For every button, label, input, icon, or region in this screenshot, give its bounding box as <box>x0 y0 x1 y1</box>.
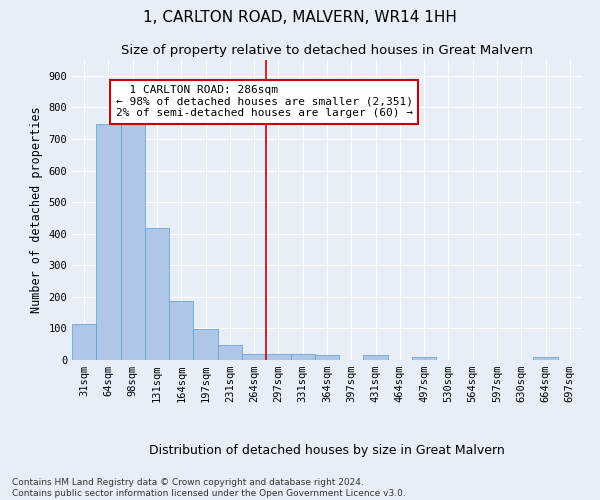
Bar <box>290 354 315 360</box>
Bar <box>266 354 290 360</box>
Text: Contains HM Land Registry data © Crown copyright and database right 2024.
Contai: Contains HM Land Registry data © Crown c… <box>12 478 406 498</box>
Bar <box>533 358 558 360</box>
Bar <box>193 330 218 360</box>
Bar <box>121 123 145 360</box>
Y-axis label: Number of detached properties: Number of detached properties <box>30 106 43 314</box>
Bar <box>145 228 169 360</box>
Bar <box>412 358 436 360</box>
Bar <box>96 124 121 360</box>
Bar <box>218 345 242 360</box>
Text: 1, CARLTON ROAD, MALVERN, WR14 1HH: 1, CARLTON ROAD, MALVERN, WR14 1HH <box>143 10 457 25</box>
Title: Size of property relative to detached houses in Great Malvern: Size of property relative to detached ho… <box>121 44 533 58</box>
Text: 1 CARLTON ROAD: 286sqm
← 98% of detached houses are smaller (2,351)
2% of semi-d: 1 CARLTON ROAD: 286sqm ← 98% of detached… <box>116 86 413 118</box>
Bar <box>169 300 193 360</box>
X-axis label: Distribution of detached houses by size in Great Malvern: Distribution of detached houses by size … <box>149 444 505 457</box>
Bar <box>242 354 266 360</box>
Bar <box>364 356 388 360</box>
Bar <box>72 324 96 360</box>
Bar <box>315 356 339 360</box>
